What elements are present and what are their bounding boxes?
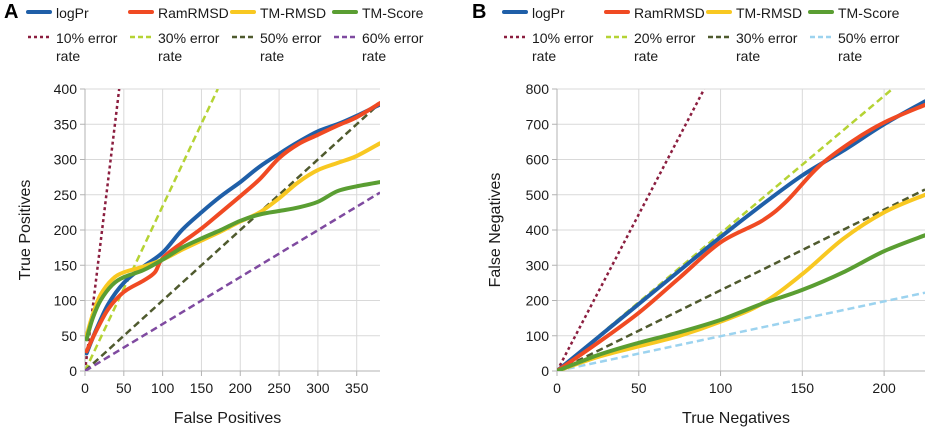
x-tick-label: 0 xyxy=(81,380,89,396)
legend-label: TM-RMSD xyxy=(260,5,326,21)
x-tick-label: 50 xyxy=(631,380,647,396)
x-tick-label: 200 xyxy=(872,380,896,396)
y-axis-title: True Positives xyxy=(17,180,34,281)
legend-label: 30% error xyxy=(158,30,220,46)
legend-label-continued: rate xyxy=(158,48,182,64)
panel-label: B xyxy=(472,1,486,23)
legend-label-continued: rate xyxy=(838,48,862,64)
panel-b: B 0 100 200 300 400 500 600 700 800 0 50 100 150 200 Tr… xyxy=(472,1,925,427)
legend-label-continued: rate xyxy=(260,48,284,64)
y-tick-label: 200 xyxy=(526,293,550,309)
legend-label: 10% error xyxy=(532,30,594,46)
legend-label-continued: rate xyxy=(736,48,760,64)
legend-label-continued: rate xyxy=(362,48,386,64)
y-tick-label: 700 xyxy=(526,116,550,132)
x-axis-title: False Positives xyxy=(174,410,282,427)
series-line-20-error xyxy=(557,89,894,371)
legend-label: logPr xyxy=(532,5,565,21)
series-line-logpr xyxy=(85,102,380,356)
legend-label: TM-Score xyxy=(362,5,424,21)
series-line-10-error xyxy=(557,89,706,371)
y-tick-label: 50 xyxy=(61,328,77,344)
panel-a: A 0 50 100 150 200 250 300 350 400 0 50 100 150 200 250… xyxy=(4,1,424,427)
legend-label: TM-RMSD xyxy=(736,5,802,21)
y-tick-label: 100 xyxy=(54,293,78,309)
legend-label-continued: rate xyxy=(634,48,658,64)
x-axis-title: True Negatives xyxy=(682,410,790,427)
x-tick-label: 300 xyxy=(306,380,330,396)
x-tick-label: 50 xyxy=(116,380,132,396)
x-tick-label: 100 xyxy=(151,380,175,396)
series-line-30-error xyxy=(557,188,925,371)
series-line-10-error xyxy=(85,89,121,371)
y-tick-label: 200 xyxy=(54,222,78,238)
series-line-30-error xyxy=(85,89,219,371)
series-line-50-error xyxy=(85,102,380,371)
legend-label: 50% error xyxy=(260,30,322,46)
y-tick-label: 800 xyxy=(526,81,550,97)
legend-label: logPr xyxy=(56,5,89,21)
legend-label-continued: rate xyxy=(56,48,80,64)
x-tick-label: 0 xyxy=(553,380,561,396)
y-tick-label: 300 xyxy=(526,257,550,273)
legend-label: 10% error xyxy=(56,30,118,46)
y-tick-label: 100 xyxy=(526,328,550,344)
x-tick-label: 200 xyxy=(229,380,253,396)
y-tick-label: 600 xyxy=(526,152,550,168)
legend-label: RamRMSD xyxy=(158,5,229,21)
series-line-tm-score xyxy=(85,180,380,342)
series-line-ramrmsd xyxy=(557,102,925,371)
x-tick-label: 150 xyxy=(190,380,214,396)
legend-label: TM-Score xyxy=(838,5,900,21)
y-tick-label: 400 xyxy=(54,81,78,97)
y-tick-label: 150 xyxy=(54,257,78,273)
legend-label: 50% error xyxy=(838,30,900,46)
y-tick-label: 0 xyxy=(541,363,549,379)
series-line-50-error xyxy=(557,291,925,371)
legend-label-continued: rate xyxy=(532,48,556,64)
panel-label: A xyxy=(4,1,18,23)
legend-label: 60% error xyxy=(362,30,424,46)
legend: logPr RamRMSD TM-RMSD TM-Score 10% error rate… xyxy=(502,5,900,64)
legend-label: 20% error xyxy=(634,30,696,46)
series-line-tm-score xyxy=(557,233,925,371)
y-axis-title: False Negatives xyxy=(487,173,504,288)
y-tick-label: 500 xyxy=(526,187,550,203)
series-line-60-error xyxy=(85,191,380,371)
x-tick-label: 250 xyxy=(267,380,291,396)
y-tick-label: 0 xyxy=(69,363,77,379)
series-line-ramrmsd xyxy=(85,101,380,354)
series-line-logpr xyxy=(557,99,925,371)
y-tick-label: 350 xyxy=(54,116,78,132)
x-tick-label: 350 xyxy=(345,380,369,396)
legend: logPr RamRMSD TM-RMSD TM-Score 10% error rate… xyxy=(26,5,424,64)
y-tick-label: 250 xyxy=(54,187,78,203)
y-tick-label: 400 xyxy=(526,222,550,238)
series-line-tm-rmsd xyxy=(85,141,380,338)
legend-label: RamRMSD xyxy=(634,5,705,21)
legend-label: 30% error xyxy=(736,30,798,46)
y-tick-label: 300 xyxy=(54,152,78,168)
x-tick-label: 100 xyxy=(709,380,733,396)
x-tick-label: 150 xyxy=(791,380,815,396)
